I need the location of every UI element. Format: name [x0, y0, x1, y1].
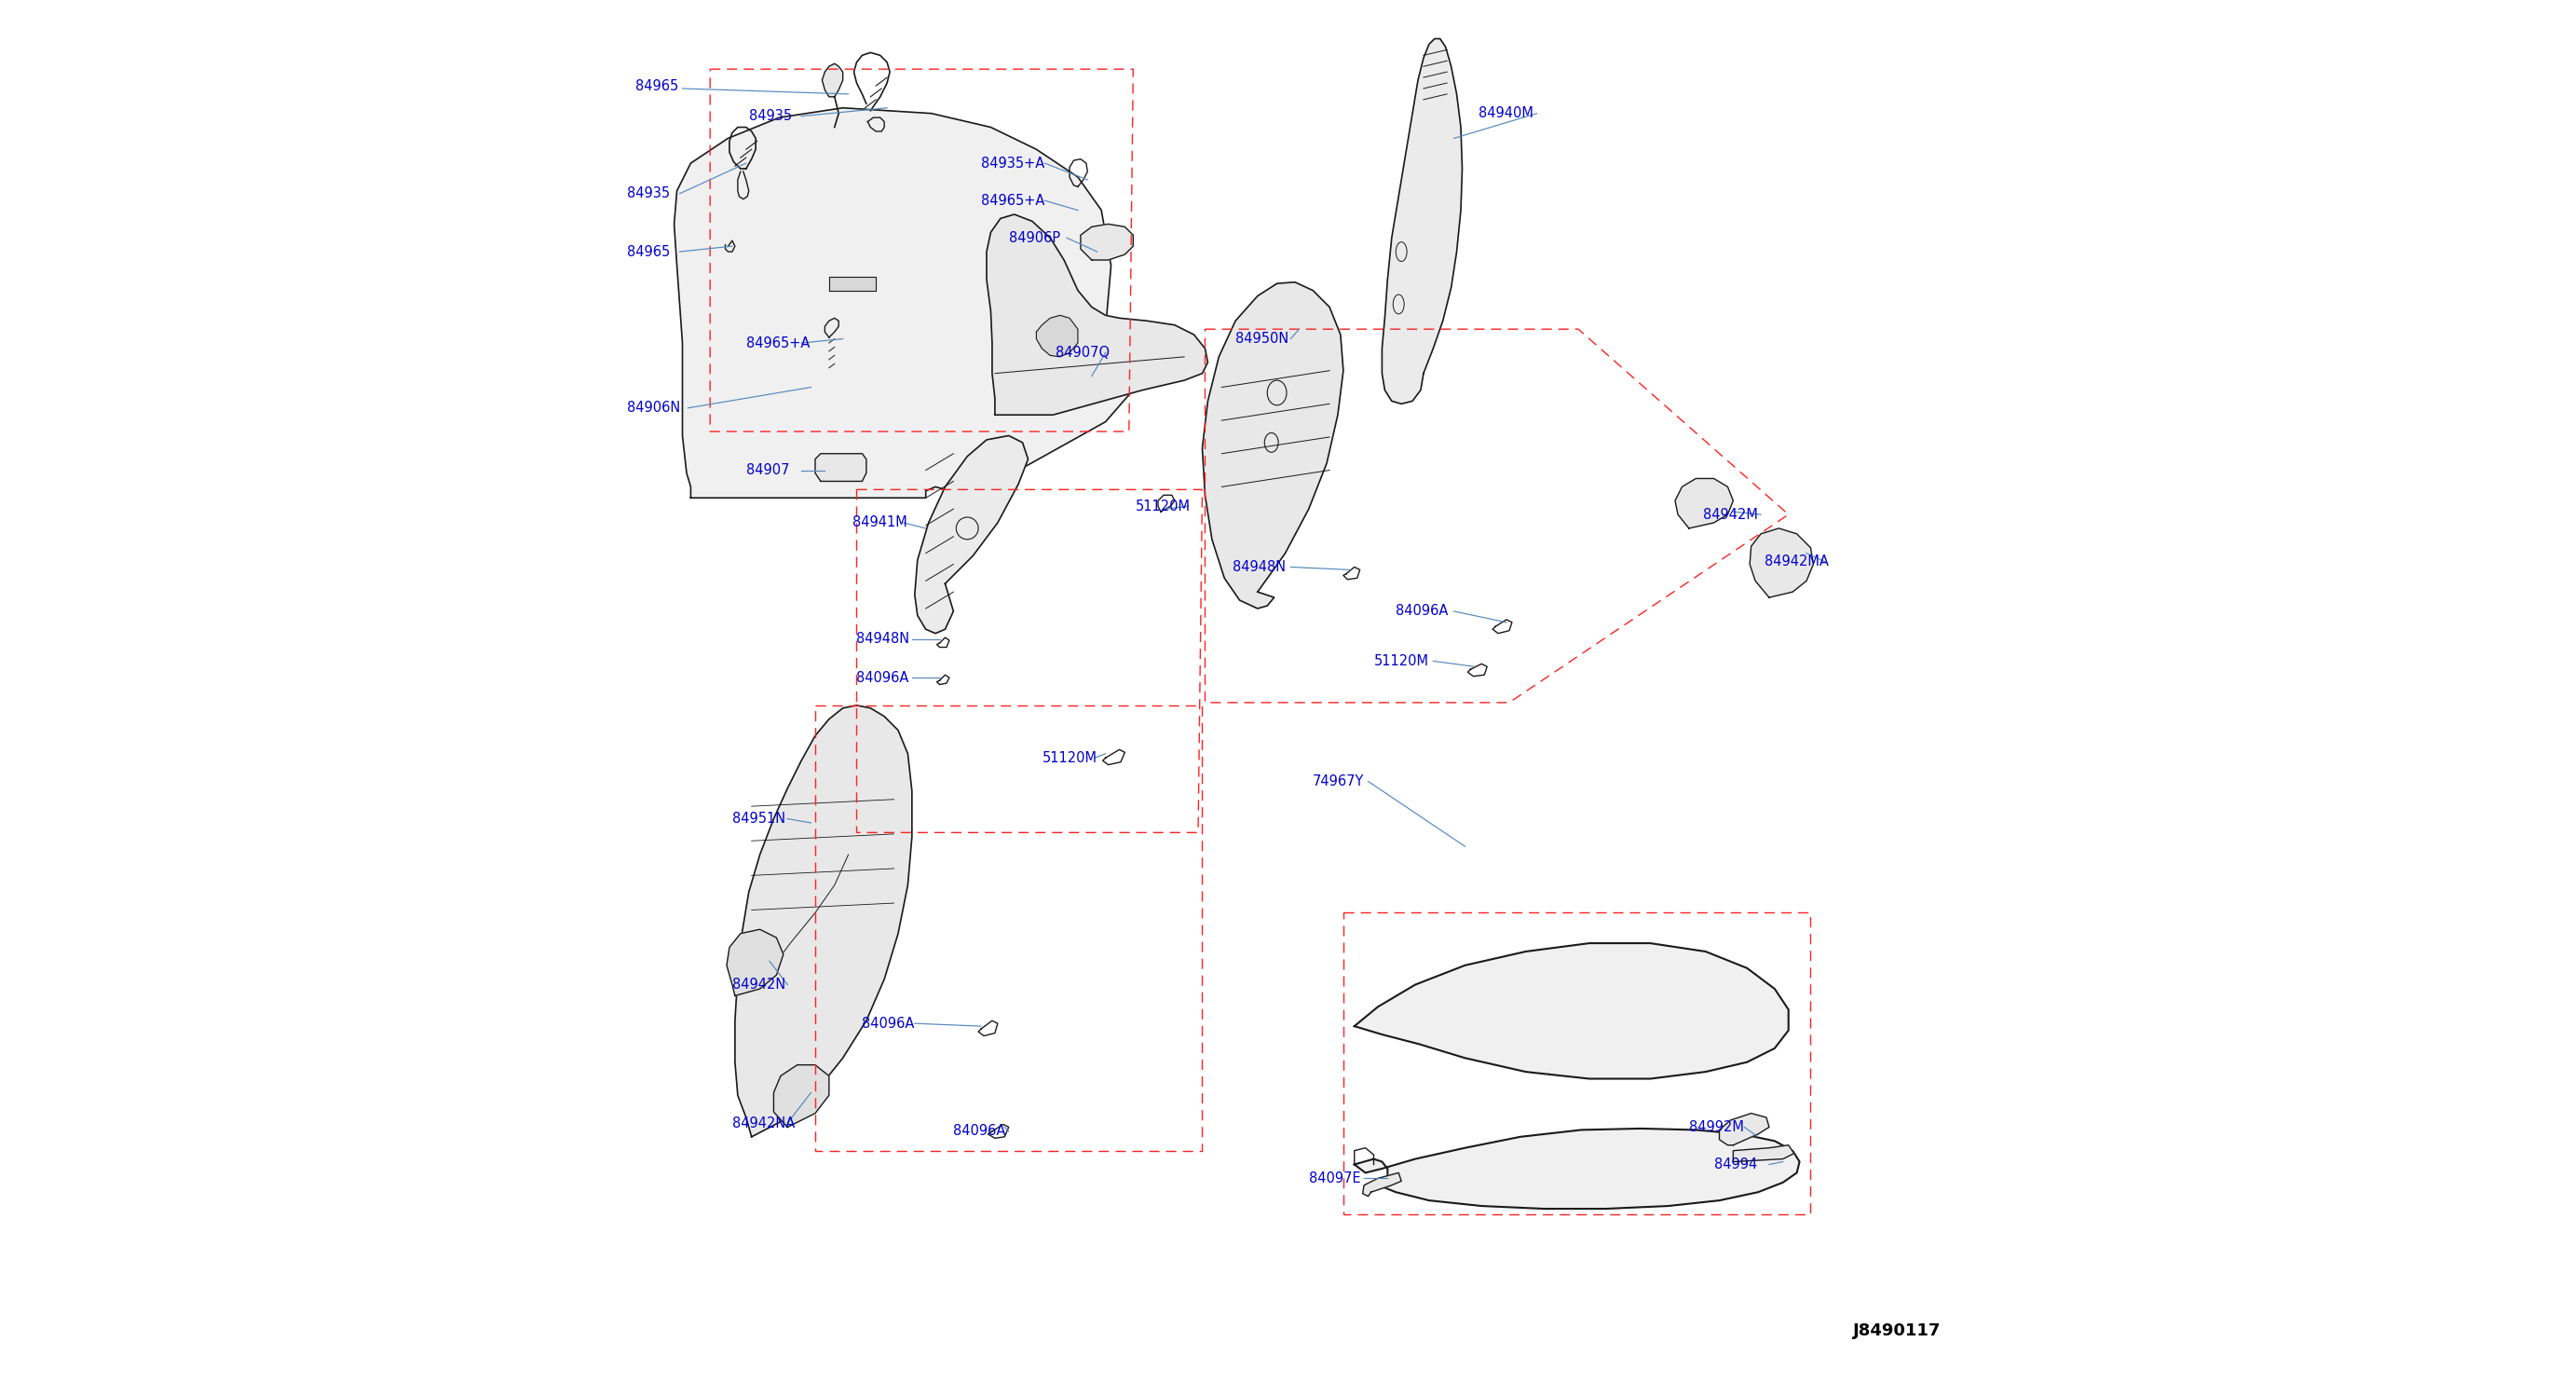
Text: 84907: 84907 [747, 463, 788, 477]
Text: 84942NA: 84942NA [732, 1116, 796, 1130]
Polygon shape [1674, 479, 1734, 528]
Polygon shape [987, 214, 1208, 415]
Polygon shape [814, 454, 866, 481]
Text: 51120M: 51120M [1136, 499, 1190, 513]
Text: 84948N: 84948N [858, 632, 909, 646]
Polygon shape [1381, 39, 1463, 404]
Polygon shape [1036, 315, 1077, 357]
Text: 84096A: 84096A [863, 1017, 914, 1030]
Polygon shape [734, 705, 912, 1137]
Text: 84935: 84935 [626, 187, 670, 201]
Text: J8490117: J8490117 [1852, 1322, 1940, 1339]
Text: 84907Q: 84907Q [1056, 346, 1110, 360]
Polygon shape [1355, 1129, 1801, 1209]
Text: 84096A: 84096A [953, 1124, 1007, 1138]
Text: 51120M: 51120M [1373, 654, 1430, 668]
Text: 84951N: 84951N [732, 812, 786, 826]
Text: 84906N: 84906N [626, 401, 680, 415]
Text: 84965: 84965 [626, 245, 670, 259]
Polygon shape [1749, 528, 1814, 597]
Text: 84965: 84965 [636, 79, 677, 93]
Polygon shape [773, 1065, 829, 1127]
Polygon shape [1203, 282, 1342, 609]
Text: 84935+A: 84935+A [981, 156, 1046, 170]
Text: 84097E: 84097E [1309, 1171, 1360, 1185]
Text: 84942N: 84942N [732, 978, 786, 992]
Text: 84950N: 84950N [1236, 332, 1288, 346]
Text: 84948N: 84948N [1234, 560, 1285, 574]
Polygon shape [1355, 943, 1788, 1079]
Polygon shape [1734, 1145, 1793, 1162]
Text: 84994: 84994 [1713, 1158, 1757, 1171]
Polygon shape [726, 929, 783, 996]
Text: 84992M: 84992M [1690, 1120, 1744, 1134]
Text: 84965+A: 84965+A [981, 194, 1046, 207]
Text: 84942M: 84942M [1703, 508, 1757, 521]
Text: 84935: 84935 [750, 109, 791, 123]
Text: 84941M: 84941M [853, 516, 907, 530]
Polygon shape [1079, 224, 1133, 260]
Polygon shape [1718, 1113, 1770, 1145]
Polygon shape [822, 64, 842, 97]
Text: 74967Y: 74967Y [1314, 774, 1365, 788]
Text: 84940M: 84940M [1479, 106, 1533, 120]
Polygon shape [675, 108, 1139, 498]
Text: 84965+A: 84965+A [747, 336, 809, 350]
Polygon shape [1363, 1173, 1401, 1196]
Text: 84942MA: 84942MA [1765, 555, 1829, 568]
Polygon shape [829, 277, 876, 290]
Polygon shape [914, 436, 1028, 633]
Text: 51120M: 51120M [1041, 751, 1097, 765]
Text: 84096A: 84096A [858, 671, 909, 685]
Text: 84906P: 84906P [1010, 231, 1061, 245]
Text: 84096A: 84096A [1396, 604, 1448, 618]
